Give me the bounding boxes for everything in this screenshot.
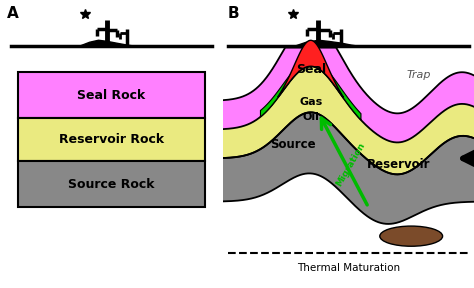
Polygon shape [223, 48, 474, 143]
Text: Source: Source [270, 137, 316, 151]
Ellipse shape [380, 226, 443, 246]
Polygon shape [18, 72, 205, 118]
Polygon shape [18, 161, 205, 207]
Text: A: A [7, 6, 18, 21]
Text: Source Rock: Source Rock [68, 178, 155, 191]
Polygon shape [261, 60, 361, 120]
Text: Trap: Trap [407, 70, 431, 80]
Polygon shape [278, 40, 343, 98]
Text: Reservoir Rock: Reservoir Rock [59, 133, 164, 146]
Polygon shape [223, 112, 474, 224]
Text: Thermal Maturation: Thermal Maturation [297, 263, 400, 273]
Text: Reservoir: Reservoir [367, 158, 430, 171]
Text: Gas: Gas [299, 97, 322, 107]
Text: Oil: Oil [302, 112, 319, 122]
Text: B: B [228, 6, 239, 21]
Polygon shape [18, 118, 205, 161]
Text: Migration: Migration [335, 141, 367, 188]
Text: Seal Rock: Seal Rock [77, 88, 146, 102]
Text: Seal: Seal [296, 62, 326, 76]
Polygon shape [223, 66, 474, 174]
